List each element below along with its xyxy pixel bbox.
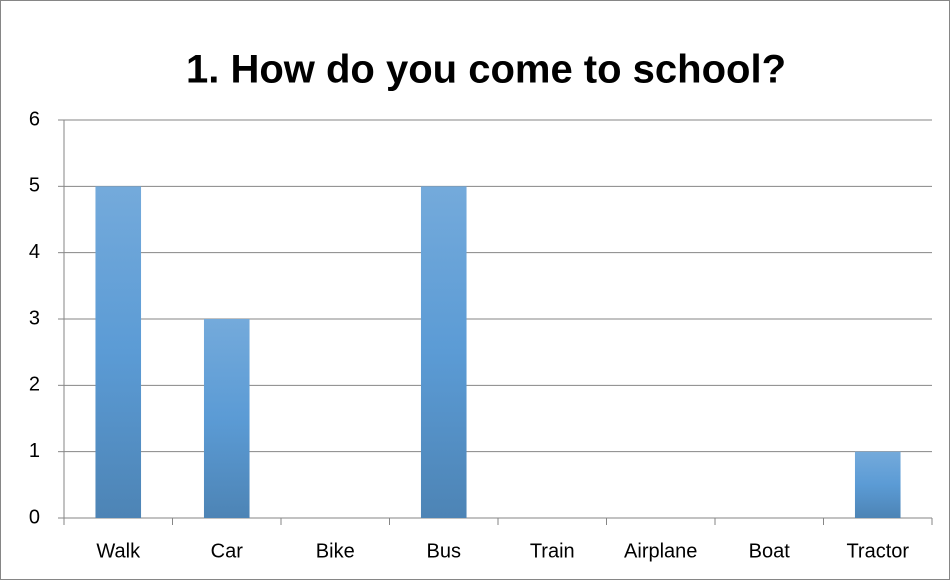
bar	[203, 319, 250, 518]
y-tick-label: 4	[29, 241, 40, 263]
bar	[420, 186, 467, 519]
x-tick-label: Train	[530, 540, 575, 562]
bar	[854, 451, 901, 518]
bar	[95, 186, 142, 519]
chart-title: 1. How do you come to school?	[186, 48, 786, 92]
x-tick-label: Tractor	[846, 540, 909, 562]
x-tick-label: Car	[211, 540, 244, 562]
x-tick-label: Bike	[316, 540, 355, 562]
x-tick-label: Bus	[427, 540, 461, 562]
y-tick-label: 6	[29, 108, 40, 130]
y-tick-label: 0	[29, 506, 40, 528]
y-tick-label: 3	[29, 307, 40, 329]
x-tick-label: Walk	[96, 540, 141, 562]
y-tick-label: 1	[29, 440, 40, 462]
y-tick-label: 2	[29, 374, 40, 396]
x-tick-label: Boat	[749, 540, 791, 562]
x-tick-label: Airplane	[624, 540, 697, 562]
y-tick-label: 5	[29, 175, 40, 197]
